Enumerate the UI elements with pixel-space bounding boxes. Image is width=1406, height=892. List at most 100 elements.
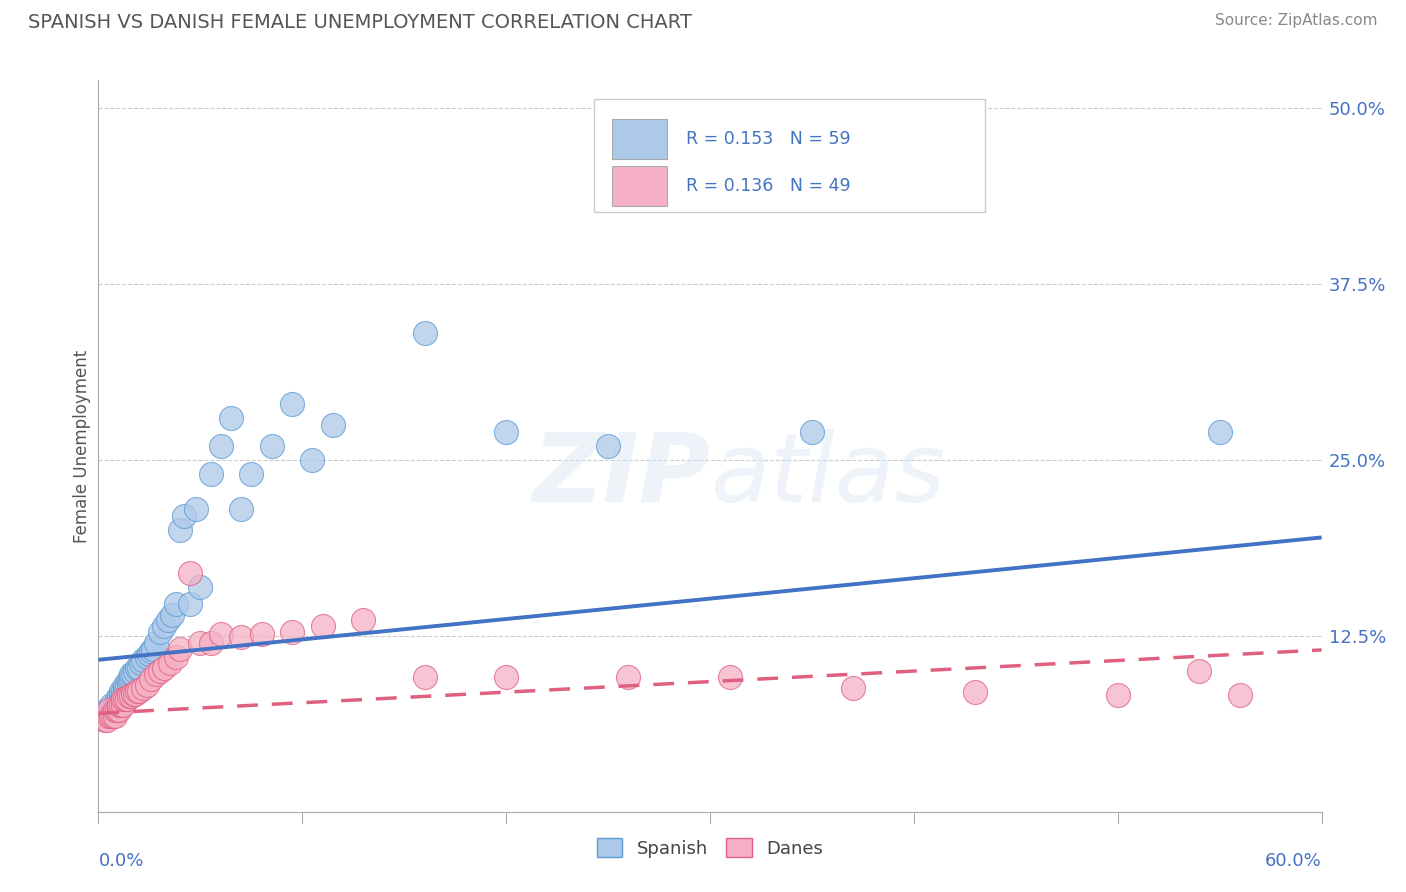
Point (108, 692, 131, 706)
Point (617, 670, 640, 684)
Point (108, 698, 131, 712)
Point (200, 467, 222, 482)
Point (200, 636, 222, 650)
Point (111, 683, 134, 698)
Point (110, 698, 132, 712)
Point (115, 678, 138, 692)
Point (100, 709, 122, 723)
Point (720, 670, 742, 684)
Point (173, 509, 195, 524)
Point (138, 647, 160, 661)
Point (97, 709, 120, 723)
Point (136, 678, 159, 692)
Point (413, 326, 436, 341)
Point (104, 703, 127, 717)
Point (149, 624, 172, 639)
Point (96, 714, 118, 728)
Point (108, 703, 131, 717)
Point (132, 681, 155, 695)
Point (209, 439, 232, 453)
Text: R = 0.153   N = 59: R = 0.153 N = 59 (686, 130, 851, 148)
Point (108, 698, 131, 712)
Point (97, 709, 120, 723)
Point (101, 709, 124, 723)
Point (120, 666, 142, 681)
Point (179, 597, 201, 611)
Point (145, 666, 167, 681)
Point (1107, 688, 1129, 702)
Point (110, 683, 132, 698)
Point (169, 641, 191, 656)
Point (219, 410, 242, 425)
Point (301, 453, 323, 467)
Point (841, 681, 863, 695)
Point (127, 661, 149, 675)
Point (128, 661, 150, 675)
Point (105, 692, 128, 706)
Bar (612, 166, 668, 206)
Point (111, 698, 134, 712)
Point (122, 666, 145, 681)
Text: Source: ZipAtlas.com: Source: ZipAtlas.com (1215, 13, 1378, 29)
Point (93, 709, 115, 723)
Point (105, 703, 128, 717)
Point (115, 692, 138, 706)
Point (209, 627, 232, 641)
Point (188, 580, 212, 594)
Point (352, 614, 374, 628)
Point (250, 627, 273, 641)
Point (104, 709, 127, 723)
Point (114, 678, 136, 692)
Point (145, 636, 167, 650)
Point (281, 397, 304, 411)
Point (160, 607, 183, 622)
Point (149, 664, 172, 678)
Point (1229, 688, 1251, 702)
Point (152, 619, 174, 633)
Point (96, 703, 118, 717)
Point (127, 683, 149, 698)
Point (141, 644, 163, 658)
Bar (612, 119, 668, 159)
Point (118, 673, 141, 687)
Point (260, 439, 283, 453)
FancyBboxPatch shape (593, 99, 986, 212)
Point (281, 624, 304, 639)
Point (100, 698, 122, 712)
Point (188, 636, 212, 650)
Point (142, 641, 165, 656)
Point (165, 597, 187, 611)
Point (124, 664, 146, 678)
Point (124, 687, 146, 701)
Point (120, 690, 142, 704)
Point (179, 566, 201, 580)
Point (1188, 664, 1211, 678)
Legend: Spanish, Danes: Spanish, Danes (591, 831, 830, 865)
Point (152, 661, 174, 675)
Point (111, 692, 134, 706)
Point (101, 703, 124, 717)
Point (136, 650, 159, 665)
Point (231, 502, 253, 516)
Point (413, 670, 436, 684)
Point (801, 425, 824, 439)
Point (312, 619, 335, 633)
Text: 60.0%: 60.0% (1265, 852, 1322, 870)
Point (104, 703, 127, 717)
Point (495, 425, 517, 439)
Point (231, 630, 253, 644)
Point (129, 656, 152, 670)
Point (114, 692, 136, 706)
Text: ZIP: ZIP (531, 429, 710, 522)
Point (105, 698, 128, 712)
Point (118, 678, 141, 692)
Point (159, 656, 181, 670)
Text: R = 0.136   N = 49: R = 0.136 N = 49 (686, 178, 851, 195)
Point (165, 650, 187, 665)
Point (495, 670, 517, 684)
Point (108, 690, 131, 704)
Point (97, 703, 120, 717)
Point (169, 524, 191, 538)
Point (118, 690, 141, 704)
Point (186, 502, 208, 516)
